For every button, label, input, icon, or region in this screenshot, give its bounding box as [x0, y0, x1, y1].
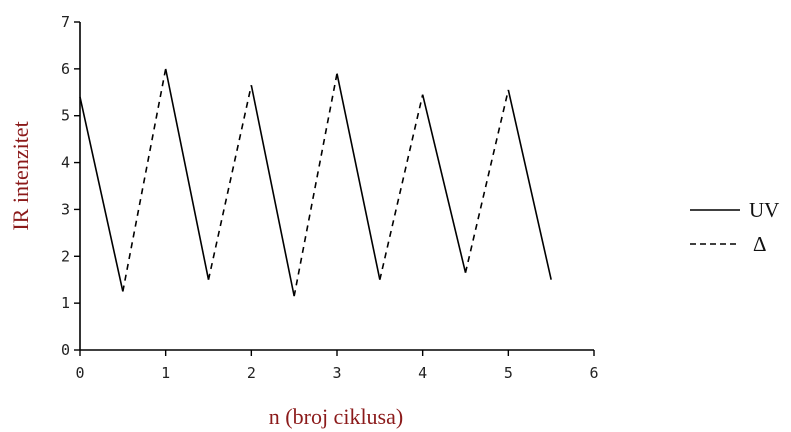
series-delta-segment [379, 94, 424, 280]
series-delta-segment [207, 85, 253, 280]
x-tick-label: 4 [418, 364, 427, 382]
series-delta-segment [464, 89, 510, 273]
legend-label-uv: UV [749, 198, 779, 222]
series-delta-segment [122, 68, 167, 292]
x-tick-label: 2 [247, 364, 256, 382]
y-tick-label: 0 [61, 341, 70, 359]
x-axis-title: n (broj ciklusa) [269, 404, 403, 429]
x-tick-label: 5 [504, 364, 513, 382]
x-tick-label: 1 [161, 364, 170, 382]
series-uv-segment [79, 96, 124, 292]
y-tick-label: 2 [61, 247, 70, 265]
series-uv-segment [164, 68, 210, 280]
legend-label-delta: Δ [753, 232, 767, 256]
y-tick-label: 1 [61, 294, 70, 312]
x-tick-label: 0 [75, 364, 84, 382]
series-uv-segment [250, 85, 295, 297]
y-tick-label: 7 [61, 13, 70, 31]
series-uv-segment [421, 94, 467, 273]
series-uv-segment [336, 73, 381, 280]
series-delta-segment [293, 73, 338, 297]
y-tick-label: 6 [61, 60, 70, 78]
ticks-layer: 0 1 2 3 4 5 6 0 1 2 3 4 5 6 7 [61, 13, 599, 382]
x-tick-label: 6 [589, 364, 598, 382]
series-layer [79, 68, 552, 297]
y-axis-title: IR intenzitet [8, 121, 33, 230]
y-tick-label: 4 [61, 154, 70, 172]
series-uv-segment [507, 89, 552, 280]
x-tick-label: 3 [332, 364, 341, 382]
legend: UV Δ [690, 198, 779, 256]
y-tick-label: 3 [61, 200, 70, 218]
y-tick-label: 5 [61, 107, 70, 125]
